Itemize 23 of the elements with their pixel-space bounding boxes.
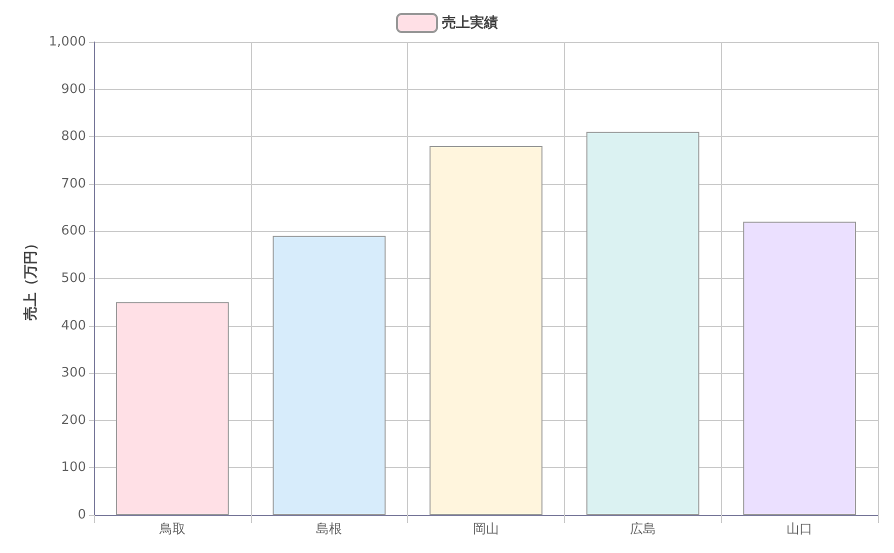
y-tick-label: 500 — [61, 271, 86, 286]
x-tick-label: 鳥取 — [158, 522, 186, 537]
x-tick-label: 広島 — [630, 521, 656, 537]
y-tick-label: 400 — [61, 318, 86, 334]
y-tick-label: 700 — [61, 176, 86, 192]
bar — [743, 222, 856, 515]
bar — [430, 146, 542, 515]
y-axis-title: 売上（万円） — [22, 236, 39, 320]
x-tick-label: 山口 — [786, 522, 813, 537]
y-tick-label: 900 — [61, 82, 86, 97]
y-tick-label: 0 — [78, 508, 86, 522]
x-tick-label: 島根 — [316, 522, 342, 537]
y-tick-label: 300 — [61, 366, 86, 381]
bar — [116, 302, 229, 515]
y-tick-label: 800 — [61, 129, 86, 144]
bar — [272, 236, 386, 515]
x-tick-label: 岡山 — [473, 522, 499, 537]
legend-label: 売上実績 — [442, 14, 498, 31]
y-tick-label: 200 — [61, 412, 86, 428]
y-tick-label: 100 — [61, 460, 86, 476]
bar — [586, 132, 700, 515]
y-tick-label: 1,000 — [48, 34, 86, 50]
y-tick-label: 600 — [61, 224, 86, 239]
